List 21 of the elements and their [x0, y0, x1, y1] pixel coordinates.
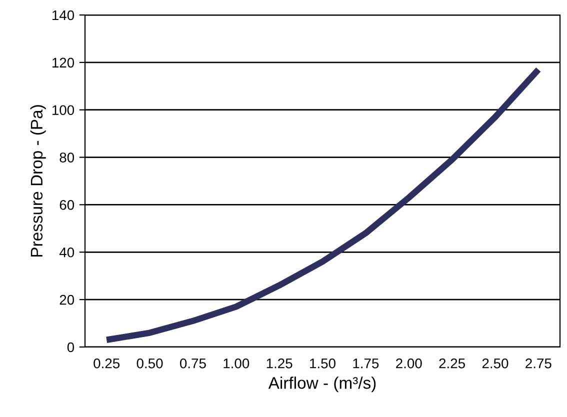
- x-tick-label: 2.00: [396, 358, 422, 368]
- y-tick-label: 40: [59, 247, 74, 258]
- y-tick-label: 120: [52, 58, 74, 68]
- x-axis-title: Airflow - (m³/s): [268, 376, 376, 392]
- y-tick-label: 80: [60, 152, 74, 162]
- x-tick-label: 2.50: [482, 358, 508, 368]
- y-tick-label: 140: [52, 10, 74, 20]
- y-tick-label: 20: [60, 294, 74, 305]
- x-tick-label: 0.75: [180, 358, 206, 368]
- x-tick-label: 1.50: [310, 358, 336, 368]
- x-tick-label: 1.75: [353, 358, 379, 368]
- x-tick-label: 1.25: [266, 358, 292, 368]
- y-tick-label: 60: [60, 200, 74, 210]
- x-tick-label: 2.75: [526, 358, 552, 368]
- y-axis-title: Pressure Drop - (Pa): [30, 105, 46, 256]
- x-tick-label: 0.25: [94, 358, 120, 368]
- x-tick-label: 2.25: [439, 358, 465, 368]
- x-tick-label: 0.50: [136, 358, 163, 368]
- y-tick-label: 100: [52, 105, 74, 116]
- x-tick-label: 1.00: [224, 358, 250, 368]
- y-tick-label: 0: [67, 342, 74, 352]
